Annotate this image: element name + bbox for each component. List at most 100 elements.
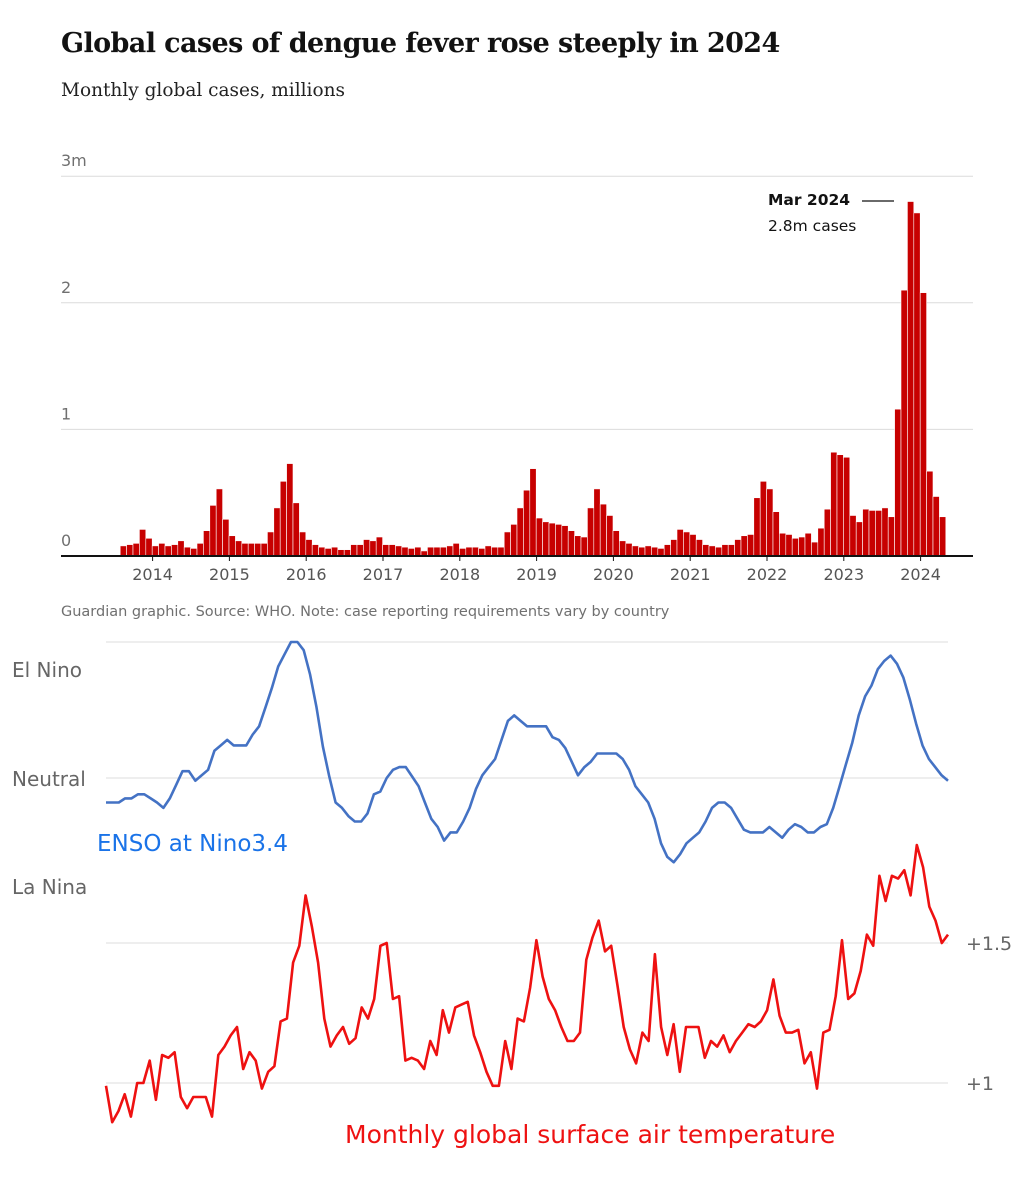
y-tick-label: 0: [61, 531, 71, 550]
bar: [830, 451, 838, 557]
bar: [676, 529, 684, 557]
bar: [235, 540, 243, 557]
bar: [798, 536, 806, 557]
enso-gridlines: [106, 641, 948, 779]
temperature-tick-label: +1.5: [966, 933, 1012, 955]
x-tick-label: 2024: [900, 565, 941, 584]
bar: [388, 544, 396, 557]
bar: [465, 546, 473, 557]
temperature-tick-label: +1: [966, 1073, 994, 1095]
bar: [612, 530, 620, 557]
bar: [587, 507, 595, 557]
enso-y-labels: El Nino Neutral La Nina: [12, 658, 87, 899]
bar: [158, 543, 166, 557]
bar: [324, 548, 332, 557]
bar: [823, 508, 831, 557]
bar: [657, 548, 665, 557]
x-tick-label: 2019: [516, 565, 557, 584]
bar: [772, 511, 780, 557]
bar: [151, 545, 159, 557]
bar: [766, 488, 774, 557]
enso-line: [106, 640, 949, 864]
bar: [644, 545, 652, 557]
bar: [401, 546, 409, 557]
bar: [215, 488, 223, 557]
bar: [267, 531, 275, 557]
bar: [478, 548, 486, 557]
bar: [484, 545, 492, 557]
bar: [919, 292, 927, 557]
bar: [708, 545, 716, 557]
chart-subtitle: Monthly global cases, millions: [61, 80, 346, 101]
bar: [695, 539, 703, 557]
bar: [894, 408, 902, 557]
y-tick-label: 3m: [61, 151, 87, 170]
bar: [407, 548, 415, 557]
bar: [785, 534, 793, 557]
bar: [689, 534, 697, 557]
bar: [241, 543, 249, 557]
bar: [734, 539, 742, 557]
annotation-title: Mar 2024: [768, 191, 850, 209]
bar: [395, 545, 403, 557]
bar: [222, 518, 230, 557]
bar: [228, 535, 236, 557]
bar: [663, 544, 671, 557]
bar: [247, 543, 255, 557]
bar: [759, 481, 767, 557]
bar: [350, 544, 358, 557]
bar: [132, 543, 140, 557]
annotation-text: 2.8m cases: [768, 217, 856, 235]
x-tick-label: 2016: [286, 565, 327, 584]
bar: [561, 525, 569, 557]
bar: [139, 529, 147, 557]
x-tick-label: 2014: [132, 565, 173, 584]
source-note: Guardian graphic. Source: WHO. Note: cas…: [61, 604, 670, 620]
bar: [721, 544, 729, 557]
bar: [171, 544, 179, 557]
bar: [548, 522, 556, 557]
bar: [843, 456, 851, 557]
bar: [862, 508, 870, 557]
x-tick-label: 2017: [363, 565, 404, 584]
bar: [177, 540, 185, 557]
dengue-x-axis: 2014 2015 2016 2017 2018 2019 2020 2021 2022 2023…: [132, 556, 941, 584]
bar: [491, 546, 499, 557]
bar: [363, 539, 371, 557]
bar: [292, 502, 300, 557]
bar: [452, 543, 460, 557]
dengue-bars: [119, 201, 947, 557]
bar: [126, 544, 134, 557]
y-tick-label: 1: [61, 404, 71, 423]
bar: [318, 546, 326, 557]
bar: [599, 503, 607, 557]
bar: [414, 546, 422, 557]
bar: [638, 546, 646, 557]
temperature-gridlines: [106, 942, 948, 1084]
bar: [939, 516, 947, 557]
bar: [535, 517, 543, 557]
bar: [727, 544, 735, 557]
x-tick-label: 2021: [670, 565, 711, 584]
bar: [286, 463, 294, 557]
bar: [631, 545, 639, 557]
bar: [503, 531, 511, 557]
bar: [203, 530, 211, 557]
bar: [305, 539, 313, 557]
bar: [542, 521, 550, 557]
bar: [196, 543, 204, 557]
bar: [753, 497, 761, 557]
bar: [580, 536, 588, 557]
bar: [606, 515, 614, 557]
bar: [836, 454, 844, 557]
bar: [625, 543, 633, 557]
bar: [817, 527, 825, 557]
y-tick-label: 2: [61, 278, 71, 297]
bar: [183, 546, 191, 557]
bar: [651, 546, 659, 557]
bar: [567, 530, 575, 557]
peak-annotation: Mar 2024 2.8m cases: [768, 191, 894, 235]
enso-state-label: Neutral: [12, 767, 86, 791]
bar: [804, 532, 812, 557]
